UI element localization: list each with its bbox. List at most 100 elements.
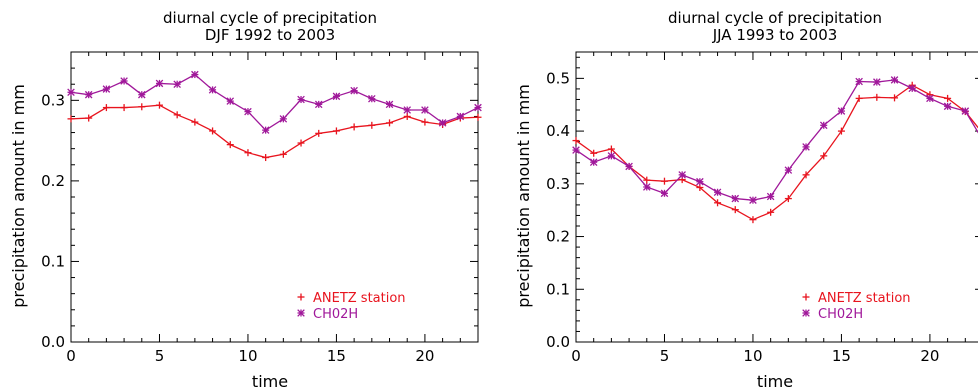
data-point-anetz — [474, 113, 482, 121]
x-tick-label: 5 — [660, 347, 670, 365]
legend-entry-ch02h: CH02H — [802, 307, 863, 322]
data-point-ch02h — [890, 76, 899, 84]
data-point-ch02h — [191, 70, 199, 79]
data-point-ch02h — [67, 88, 75, 97]
data-point-anetz — [767, 208, 775, 216]
x-tick-label: 20 — [920, 347, 939, 365]
data-point-ch02h — [678, 171, 686, 179]
data-point-ch02h — [173, 80, 181, 89]
data-point-anetz — [944, 94, 952, 102]
data-point-ch02h — [943, 102, 952, 111]
data-point-ch02h — [873, 78, 881, 86]
data-point-anetz — [403, 112, 411, 120]
data-point-ch02h — [421, 106, 429, 114]
x-tick-label: 5 — [155, 347, 165, 365]
data-point-ch02h — [438, 119, 447, 127]
legend: ANETZ station CH02H — [802, 291, 911, 322]
data-point-ch02h — [350, 86, 358, 95]
series-layer — [67, 70, 482, 162]
data-point-anetz — [855, 94, 863, 102]
data-point-anetz — [660, 177, 668, 185]
y-tick-label: 0.1 — [546, 280, 570, 298]
data-point-anetz — [120, 104, 128, 112]
chart-djf: diurnal cycle of precipitation DJF 1992 … — [9, 9, 482, 390]
legend-marker-ch02h — [297, 309, 305, 317]
data-point-anetz — [643, 176, 651, 184]
y-tick-label: 0.1 — [41, 252, 65, 270]
x-tick-label: 10 — [743, 347, 762, 365]
data-point-anetz — [873, 93, 881, 101]
data-point-anetz — [607, 145, 615, 153]
legend-symbol — [802, 309, 810, 317]
data-point-anetz — [155, 101, 163, 109]
data-point-ch02h — [749, 196, 757, 204]
x-tick-label: 20 — [415, 347, 434, 365]
plot-frame — [70, 51, 479, 343]
data-point-ch02h — [403, 106, 412, 114]
data-point-ch02h — [120, 77, 128, 85]
data-point-anetz — [297, 139, 305, 147]
data-point-ch02h — [102, 85, 111, 93]
data-point-anetz — [191, 118, 199, 126]
chart-subtitle: DJF 1992 to 2003 — [205, 26, 335, 44]
data-point-ch02h — [696, 177, 704, 186]
data-point-ch02h — [607, 152, 616, 160]
data-point-ch02h — [713, 188, 722, 197]
data-point-anetz — [85, 114, 93, 122]
data-point-ch02h — [279, 115, 288, 123]
data-point-ch02h — [137, 90, 146, 99]
data-point-anetz — [262, 154, 270, 162]
data-point-ch02h — [244, 107, 252, 116]
x-tick-label: 0 — [66, 347, 76, 365]
legend: ANETZ station CH02H — [297, 291, 406, 322]
data-point-ch02h — [642, 183, 651, 191]
data-point-ch02h — [819, 121, 828, 130]
legend-symbol — [297, 293, 305, 301]
data-point-ch02h — [84, 90, 93, 99]
series-line-ch02h — [575, 79, 978, 201]
y-tick-label: 0.2 — [41, 172, 65, 190]
legend-label-anetz: ANETZ station — [818, 291, 911, 306]
series-line-anetz — [575, 84, 978, 221]
legend-label-anetz: ANETZ station — [313, 291, 406, 306]
chart-title: diurnal cycle of precipitation — [163, 9, 377, 27]
y-axis-label: precipitation amount in mm — [514, 84, 533, 308]
legend-label-ch02h: CH02H — [818, 307, 863, 322]
plot-frame — [575, 51, 978, 343]
data-point-anetz — [837, 127, 845, 135]
legend-symbol — [802, 293, 810, 301]
data-point-anetz — [386, 119, 394, 127]
legend-marker-ch02h — [802, 309, 810, 317]
data-point-ch02h — [784, 166, 793, 174]
series-line-ch02h — [70, 73, 479, 131]
series-layer — [572, 76, 978, 224]
legend-label-ch02h: CH02H — [313, 307, 358, 322]
series-line-anetz — [70, 104, 479, 159]
data-point-ch02h — [766, 192, 775, 201]
x-ticks: 0 5 10 15 20 — [571, 52, 966, 365]
chart-jja: diurnal cycle of precipitation JJA 1993 … — [514, 9, 978, 390]
data-point-ch02h — [474, 103, 482, 112]
y-tick-label: 0.2 — [546, 228, 570, 246]
y-tick-label: 0.3 — [41, 91, 65, 109]
data-point-anetz — [67, 115, 75, 123]
data-point-ch02h — [855, 77, 863, 86]
chart-title: diurnal cycle of precipitation — [668, 9, 882, 27]
data-point-ch02h — [226, 97, 235, 105]
data-point-anetz — [421, 118, 429, 126]
data-point-ch02h — [731, 194, 740, 203]
data-point-anetz — [714, 199, 722, 207]
data-point-ch02h — [961, 107, 970, 115]
data-point-anetz — [802, 171, 810, 179]
data-point-ch02h — [155, 79, 164, 88]
y-tick-label: 0.4 — [546, 122, 570, 140]
data-point-anetz — [590, 149, 598, 157]
y-ticks: 0.0 0.1 0.2 0.3 0.4 0.5 — [546, 56, 978, 351]
legend-entry-anetz: ANETZ station — [802, 291, 911, 306]
data-point-anetz — [279, 150, 287, 158]
y-axis-label: precipitation amount in mm — [9, 84, 28, 308]
x-tick-label: 15 — [327, 347, 346, 365]
data-point-ch02h — [261, 126, 270, 134]
data-point-ch02h — [837, 107, 846, 115]
